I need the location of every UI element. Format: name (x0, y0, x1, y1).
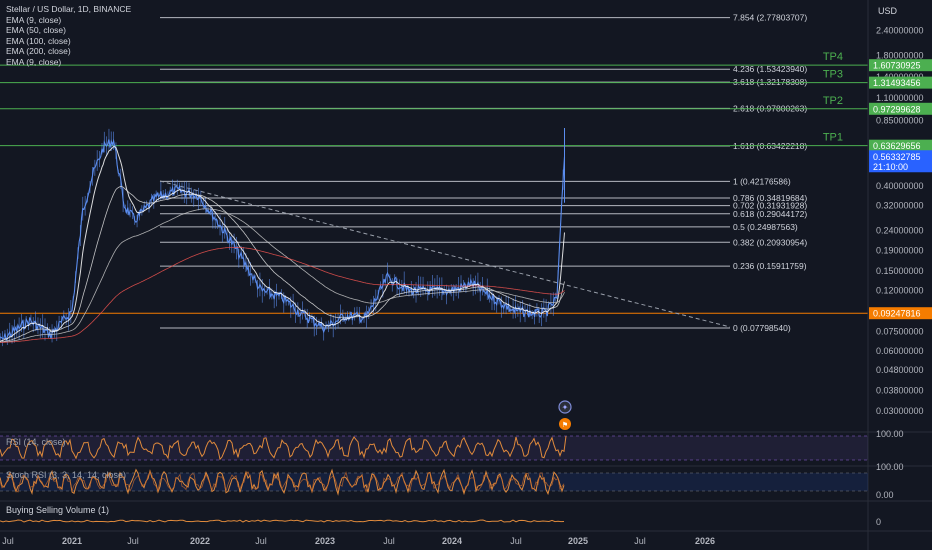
flag-icon: ⚑ (562, 421, 568, 429)
ema-line (0, 246, 565, 343)
tp-price-tag (869, 76, 932, 89)
time-label: Jul (127, 536, 139, 546)
stoch-tick-top: 100.00 (876, 462, 904, 472)
indicator-ema-50[interactable]: EMA (50, close) (6, 25, 66, 36)
price-tick: 0.06000000 (876, 346, 924, 356)
descending-trendline[interactable] (159, 180, 731, 328)
tp-label: TP1 (823, 132, 843, 144)
price-tick: 0.40000000 (876, 181, 924, 191)
price-tick: 0.15000000 (876, 266, 924, 276)
volume-tick: 0 (876, 517, 881, 527)
price-tick: 0.12000000 (876, 286, 924, 296)
time-label: Jul (383, 536, 395, 546)
tp-price-tag (869, 102, 932, 115)
volume-line[interactable] (0, 519, 565, 523)
price-tick: 0.04800000 (876, 365, 924, 375)
tp-price-tag-text: 0.63629656 (873, 141, 921, 151)
price-tick: 0.07500000 (876, 326, 924, 336)
indicator-ema-9[interactable]: EMA (9, close) (6, 14, 62, 25)
price-tick: 0.19000000 (876, 246, 924, 256)
event-marker-icon[interactable] (558, 400, 572, 414)
price-tick: 2.40000000 (876, 25, 924, 35)
support-price-tag (869, 307, 932, 320)
stoch-tick-bottom: 0.00 (876, 490, 894, 500)
last-price-tag (869, 150, 932, 173)
support-price-tag-text: 0.09247816 (873, 309, 921, 319)
plus-icon: ✦ (562, 403, 569, 412)
time-label: 2024 (442, 536, 462, 546)
tp-price-tag (869, 59, 932, 72)
fib-label: 0.786 (0.34819684) (733, 193, 807, 203)
price-tick: 0.03000000 (876, 406, 924, 416)
ema-lines (0, 146, 565, 343)
take-profit-levels[interactable]: TP4 TP3 TP2 TP1 (0, 51, 868, 147)
indicator-ema-9-second[interactable]: EMA (9, close) (6, 56, 62, 67)
time-label: Jul (255, 536, 267, 546)
time-label: Jul (634, 536, 646, 546)
ema-line (0, 208, 565, 343)
time-axis-labels[interactable]: Jul 2021 Jul 2022 Jul 2023 Jul 2024 Jul 2025 Jul 20… (2, 536, 715, 546)
indicator-ema-200[interactable]: EMA (200, close) (6, 46, 71, 57)
rsi-band (0, 436, 868, 460)
dividend-marker-icon[interactable] (559, 418, 571, 430)
tp-label: TP2 (823, 95, 843, 107)
rsi-line[interactable] (0, 435, 567, 461)
time-label: 2021 (62, 536, 82, 546)
fib-label: 0.382 (0.20930954) (733, 237, 807, 247)
tp-label: TP4 (823, 51, 843, 63)
rsi-tick: 100.00 (876, 429, 904, 439)
price-tick: 0.03800000 (876, 385, 924, 395)
fib-label: 0.702 (0.31931928) (733, 201, 807, 211)
tp-label: TP3 (823, 69, 843, 81)
tp-price-tag (869, 139, 932, 152)
time-label: 2023 (315, 536, 335, 546)
rsi-title: RSI (14, close) (6, 437, 66, 447)
time-label: 2026 (695, 536, 715, 546)
time-label: Jul (510, 536, 522, 546)
fib-label: 0 (0.07798540) (733, 323, 791, 333)
time-label: 2022 (190, 536, 210, 546)
stoch-title: Stoch RSI (3, 3, 14, 14, close) (6, 470, 126, 480)
symbol-title[interactable]: Stellar / US Dollar, 1D, BINANCE (6, 4, 132, 14)
tp-price-tag-text: 0.97299628 (873, 104, 921, 114)
countdown-text: 21:10:00 (873, 162, 908, 172)
fib-label: 0.236 (0.15911759) (733, 261, 807, 271)
price-tick: 1.80000000 (876, 50, 924, 60)
price-tick: 0.85000000 (876, 116, 924, 126)
fib-label: 0.618 (0.29044172) (733, 209, 807, 219)
price-tick: 0.32000000 (876, 200, 924, 210)
last-price-tag-text: 0.56332785 (873, 152, 921, 162)
indicator-ema-100[interactable]: EMA (100, close) (6, 35, 71, 46)
chart-legend: Stellar / US Dollar, 1D, BINANCE EMA (9,… (6, 4, 131, 68)
fib-label: 0.5 (0.24987563) (733, 222, 798, 232)
time-label: 2025 (568, 536, 588, 546)
fib-label: 7.854 (2.77803707) (733, 13, 807, 23)
tp-price-tag-text: 1.31493456 (873, 78, 921, 88)
volume-title: Buying Selling Volume (1) (6, 505, 109, 515)
tp-price-tag-text: 1.60730925 (873, 61, 921, 71)
stoch-d-line[interactable] (0, 470, 565, 494)
price-axis-tags: 1.60730925 1.31493456 0.97299628 0.63629656… (869, 59, 932, 320)
price-tick: 1.10000000 (876, 93, 924, 103)
time-label: Jul (2, 536, 14, 546)
fib-label: 1 (0.42176586) (733, 176, 791, 186)
price-tick: 0.24000000 (876, 225, 924, 235)
ema-line (0, 186, 565, 343)
currency-label[interactable]: USD (878, 6, 898, 16)
fib-label: 4.236 (1.53423940) (733, 64, 807, 74)
